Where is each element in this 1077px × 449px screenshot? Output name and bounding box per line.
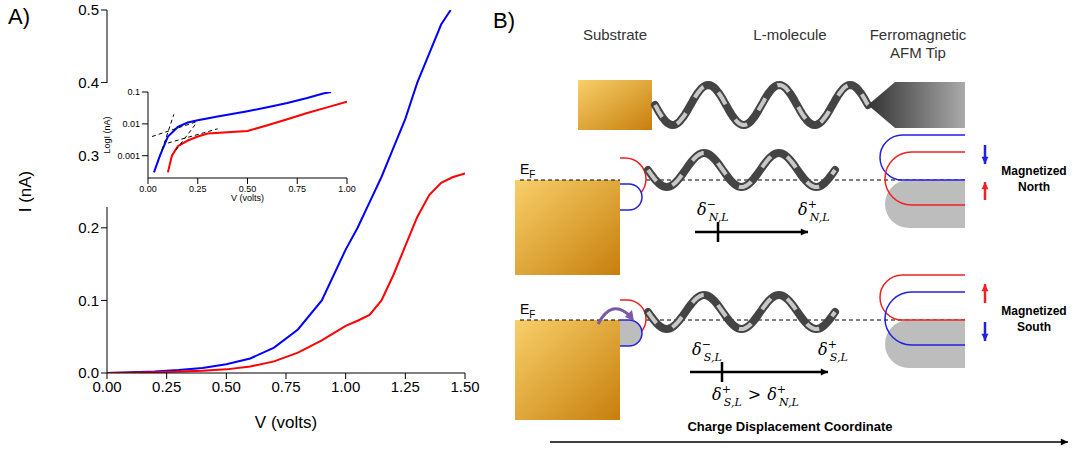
svg-text:δ−N,L: δ−N,L: [697, 198, 729, 224]
svg-text:δ+S,L: δ+S,L: [818, 338, 848, 364]
svg-text:0.4: 0.4: [78, 74, 99, 91]
svg-text:1.50: 1.50: [450, 378, 479, 395]
svg-text:δ+N,L: δ+N,L: [798, 198, 830, 224]
svg-text:L-molecule: L-molecule: [753, 26, 826, 43]
svg-text:0.75: 0.75: [288, 184, 306, 194]
svg-text:0.5: 0.5: [78, 1, 99, 18]
svg-text:MagnetizedNorth: MagnetizedNorth: [1001, 164, 1066, 194]
svg-text:I (nA): I (nA): [16, 171, 35, 213]
svg-text:FerromagneticAFM Tip: FerromagneticAFM Tip: [870, 26, 967, 61]
svg-text:V (volts): V (volts): [255, 413, 317, 432]
svg-text:EF: EF: [520, 301, 535, 320]
svg-text:δ+S,L>δ+N,L: δ+S,L>δ+N,L: [712, 383, 799, 409]
svg-text:0.25: 0.25: [189, 184, 207, 194]
svg-text:0.2: 0.2: [78, 219, 99, 236]
svg-text:1.00: 1.00: [331, 378, 360, 395]
svg-text:V (volts): V (volts): [231, 193, 264, 203]
svg-text:0.75: 0.75: [271, 378, 300, 395]
svg-text:Charge Displacement Coordinate: Charge Displacement Coordinate: [687, 419, 892, 434]
svg-text:Substrate: Substrate: [583, 26, 647, 43]
svg-text:EF: EF: [520, 161, 535, 180]
svg-text:0.001: 0.001: [117, 151, 140, 161]
svg-text:1.25: 1.25: [391, 378, 420, 395]
svg-text:1.00: 1.00: [338, 184, 356, 194]
svg-text:0.1: 0.1: [78, 292, 99, 309]
svg-text:0.00: 0.00: [139, 184, 157, 194]
svg-text:B): B): [493, 8, 515, 33]
svg-text:MagnetizedSouth: MagnetizedSouth: [1001, 304, 1066, 334]
svg-text:LogI (nA): LogI (nA): [102, 116, 112, 153]
svg-text:0.0: 0.0: [78, 364, 99, 381]
svg-text:0.3: 0.3: [78, 147, 99, 164]
svg-text:0.25: 0.25: [152, 378, 181, 395]
html-text:A): A): [8, 4, 30, 29]
svg-text:δ−S,L: δ−S,L: [692, 338, 722, 364]
svg-text:0.50: 0.50: [238, 184, 257, 195]
svg-text:0.01: 0.01: [122, 119, 140, 129]
svg-text:0.1: 0.1: [127, 87, 140, 97]
svg-text:0.00: 0.00: [92, 377, 122, 395]
svg-text:0.50: 0.50: [212, 378, 241, 395]
